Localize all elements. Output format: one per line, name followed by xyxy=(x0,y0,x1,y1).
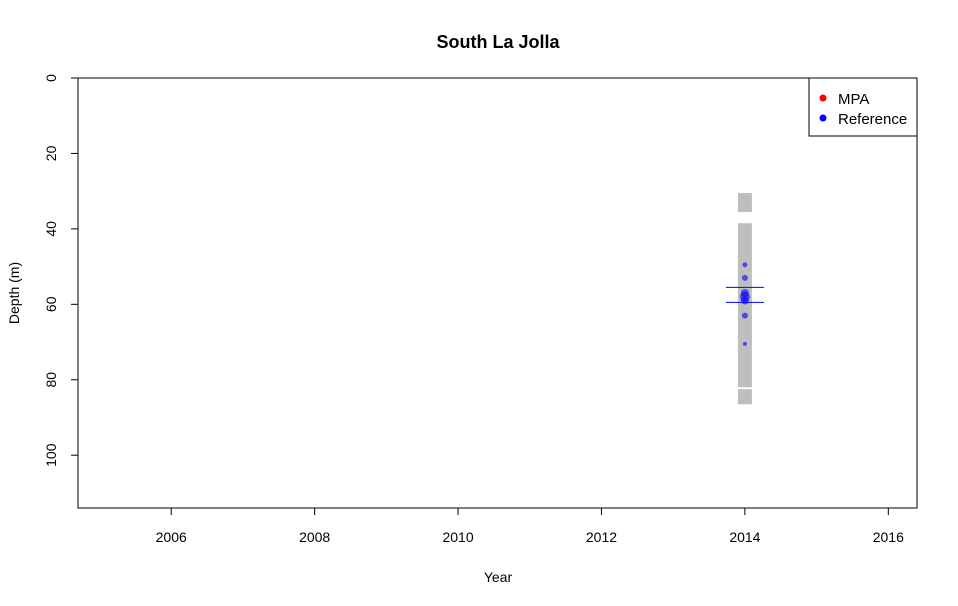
legend-marker-mpa xyxy=(819,94,827,102)
y-tick-label: 60 xyxy=(43,296,59,312)
data-point-reference xyxy=(742,262,748,268)
y-tick-label: 0 xyxy=(43,74,59,82)
x-tick-label: 2014 xyxy=(729,529,760,545)
data-point-reference xyxy=(740,296,749,305)
y-tick-label: 80 xyxy=(43,372,59,388)
y-tick-label: 100 xyxy=(43,443,59,467)
legend-label-mpa: MPA xyxy=(838,91,869,108)
x-tick-label: 2016 xyxy=(873,529,904,545)
plot-area-frame xyxy=(77,77,918,509)
y-axis-label: Depth (m) xyxy=(6,262,22,324)
legend: MPA Reference xyxy=(808,77,918,137)
data-point-reference xyxy=(741,274,748,281)
y-tick-label: 20 xyxy=(43,145,59,161)
data-point-reference xyxy=(741,312,748,319)
x-tick-label: 2006 xyxy=(156,529,187,545)
data-point-reference xyxy=(742,341,747,346)
depth-range-bar xyxy=(737,193,752,212)
chart-title: South La Jolla xyxy=(436,32,560,52)
depth-range-bar xyxy=(737,223,752,388)
x-tick-label: 2012 xyxy=(586,529,617,545)
legend-box xyxy=(808,77,918,137)
x-tick-label: 2010 xyxy=(442,529,473,545)
x-axis-label: Year xyxy=(484,569,513,585)
x-tick-label: 2008 xyxy=(299,529,330,545)
legend-label-reference: Reference xyxy=(838,111,907,128)
legend-marker-reference xyxy=(819,114,827,122)
y-tick-label: 40 xyxy=(43,221,59,237)
depth-range-bar xyxy=(737,389,752,405)
